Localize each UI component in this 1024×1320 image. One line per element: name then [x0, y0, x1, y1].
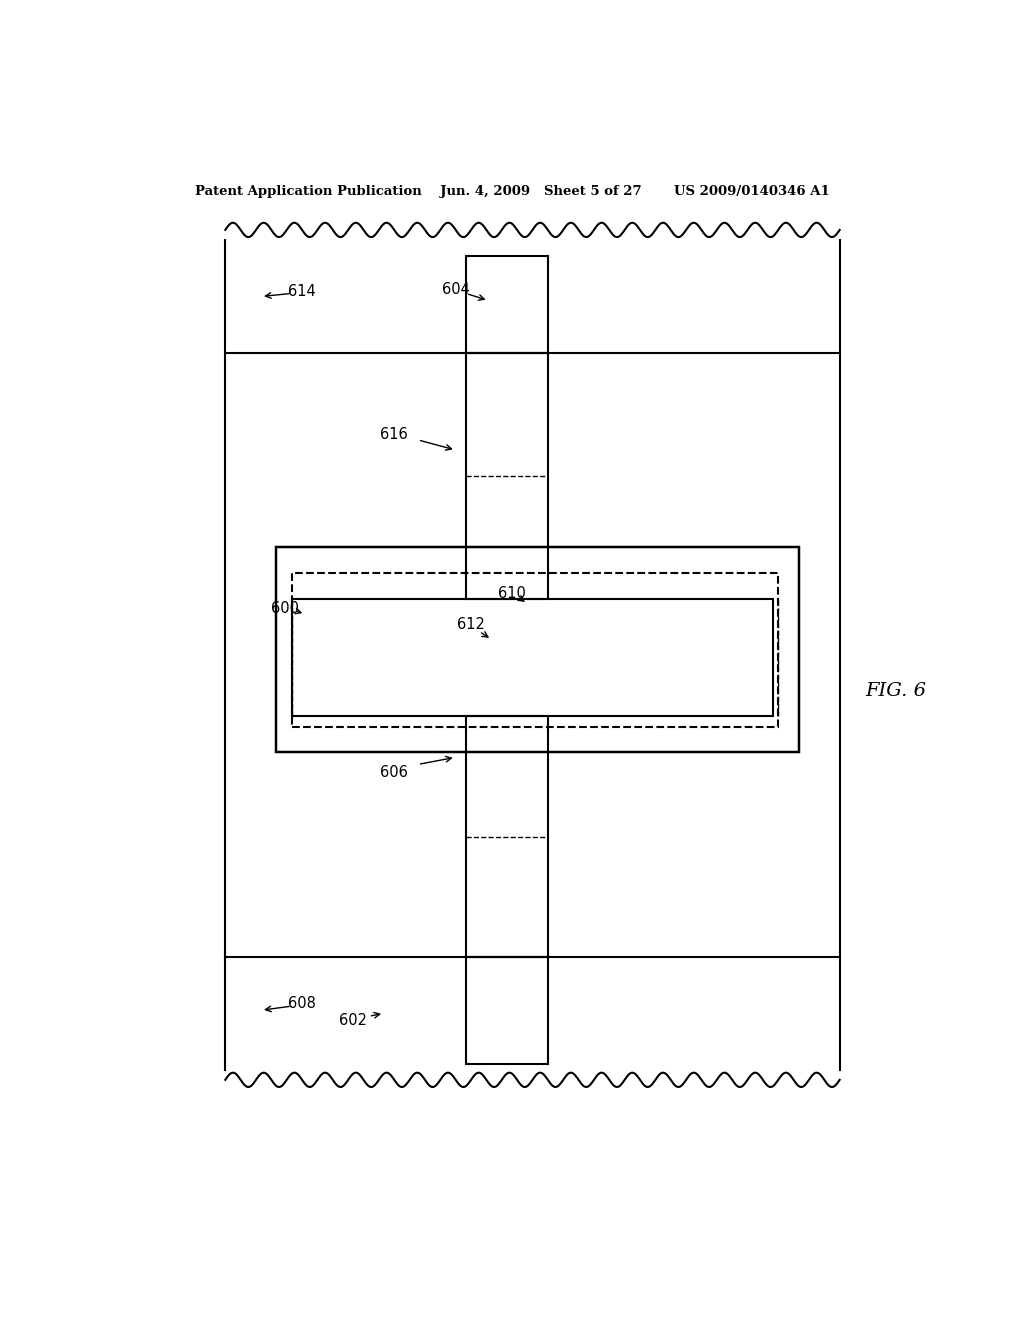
Text: 614: 614 [288, 284, 316, 298]
Text: 600: 600 [270, 602, 299, 616]
Text: 612: 612 [457, 616, 485, 632]
Bar [292, 573, 778, 726]
Text: FIG. 6: FIG. 6 [865, 681, 927, 700]
Bar [466, 352, 548, 598]
Text: 604: 604 [441, 281, 470, 297]
Text: 602: 602 [339, 1012, 368, 1028]
Bar [466, 957, 548, 1064]
Bar [466, 717, 548, 957]
Text: 606: 606 [380, 766, 409, 780]
Text: 616: 616 [380, 428, 409, 442]
Text: 608: 608 [288, 995, 316, 1011]
Bar [466, 256, 548, 352]
Bar [292, 598, 773, 717]
Text: Patent Application Publication    Jun. 4, 2009   Sheet 5 of 27       US 2009/014: Patent Application Publication Jun. 4, 2… [195, 185, 829, 198]
Text: 610: 610 [498, 586, 526, 601]
Bar [276, 548, 799, 752]
